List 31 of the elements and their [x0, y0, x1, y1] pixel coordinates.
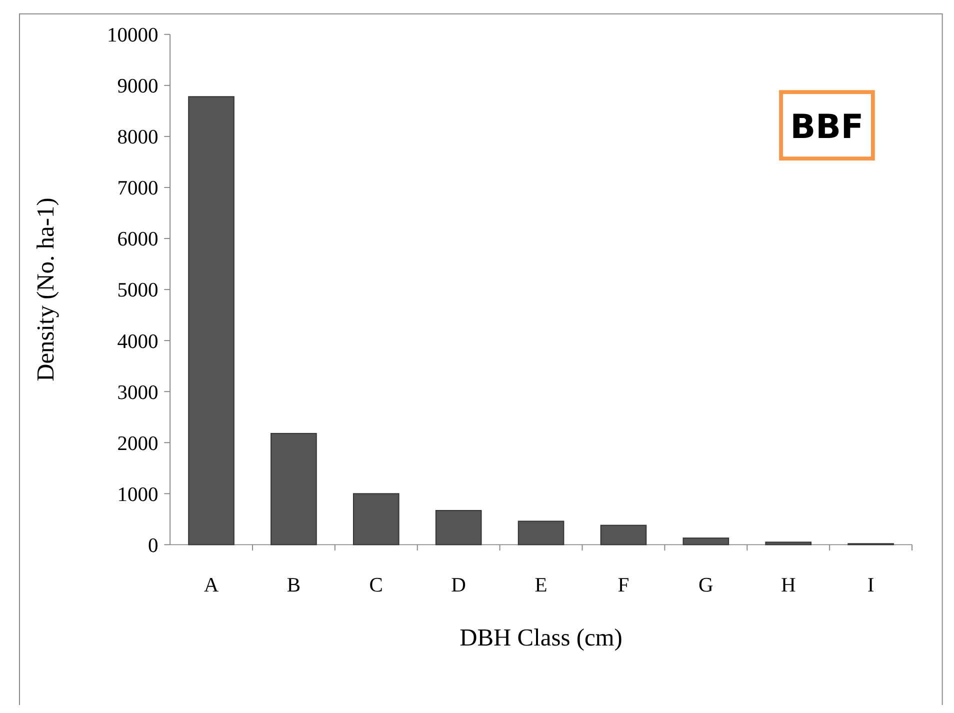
- x-tick-label: I: [867, 574, 874, 597]
- bar: [188, 96, 234, 546]
- x-tick-label: B: [286, 574, 301, 597]
- y-tick-label: 0: [148, 534, 158, 557]
- bar: [518, 520, 564, 546]
- y-tick-label: 10000: [107, 24, 158, 47]
- x-tick-label: F: [618, 574, 630, 597]
- y-tick-label: 6000: [117, 228, 158, 251]
- y-tick-label: 9000: [117, 76, 158, 98]
- x-tick-label: A: [204, 574, 219, 597]
- x-tick-label: G: [698, 574, 714, 597]
- bar: [435, 510, 482, 546]
- x-tick-label: D: [451, 574, 466, 597]
- y-tick-label: 7000: [117, 178, 158, 200]
- bar: [352, 493, 400, 546]
- bar: [765, 542, 812, 546]
- bar: [682, 538, 730, 546]
- annotation: BBF: [790, 106, 864, 146]
- x-axis-title: DBH Class (cm): [460, 624, 622, 652]
- y-tick-label: 1000: [117, 484, 158, 506]
- y-tick-label: 5000: [117, 280, 158, 302]
- y-tick-label: 3000: [117, 382, 158, 404]
- y-tick-label: 2000: [117, 432, 158, 455]
- x-tick-label: H: [780, 574, 796, 597]
- bar: [270, 432, 317, 546]
- y-tick-label: 4000: [117, 330, 158, 353]
- y-tick-label: 8000: [117, 126, 158, 149]
- x-tick-label: C: [369, 574, 383, 597]
- bar: [600, 524, 647, 546]
- y-axis-title: Density (No. ha-1): [32, 198, 60, 382]
- x-tick-label: E: [534, 574, 548, 597]
